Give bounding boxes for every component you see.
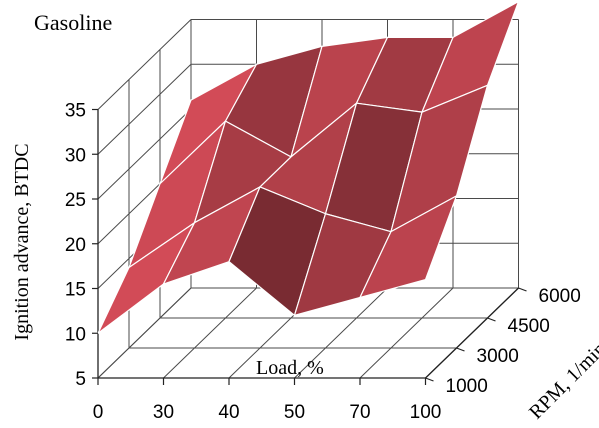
y-axis-title: RPM, 1/min: [525, 338, 599, 424]
z-tick-label: 30: [65, 145, 86, 166]
chart-title: Gasoline: [34, 10, 112, 35]
surface-patch: [359, 195, 458, 299]
surface-layer: [97, 1, 520, 334]
y-tick-mark: [456, 347, 465, 352]
z-tick-label: 15: [65, 280, 86, 301]
floor-gridline: [294, 287, 388, 379]
x-tick-label: 40: [218, 402, 239, 423]
y-tick-mark: [518, 287, 527, 292]
z-tick-label: 35: [65, 101, 86, 122]
floor-gridline: [97, 287, 192, 379]
y-tick-label: 3000: [477, 346, 519, 367]
y-tick-mark: [425, 377, 434, 382]
x-tick-label: 50: [284, 402, 305, 423]
y-tick-label: 6000: [539, 286, 581, 307]
z-tick-label: 5: [75, 369, 86, 390]
z-axis-title: Ignition advance, BTDC: [11, 143, 33, 340]
side-wall-gridline: [97, 108, 192, 200]
side-wall-gridline: [97, 63, 192, 155]
x-tick-label: 30: [153, 402, 174, 423]
z-tick-label: 10: [65, 324, 86, 345]
side-wall-gridline: [97, 19, 192, 110]
y-tick-label: 4500: [508, 316, 550, 337]
z-tick-label: 25: [65, 190, 86, 211]
y-tick-mark: [487, 317, 496, 322]
x-tick-label: 70: [349, 402, 370, 423]
x-tick-label: 100: [410, 402, 442, 423]
x-axis-title: Load, %: [256, 357, 324, 379]
z-tick-label: 20: [65, 235, 86, 256]
y-tick-label: 1000: [446, 376, 488, 397]
floor-gridline: [359, 287, 454, 379]
floor-gridline: [163, 287, 257, 379]
y-axis-line: [425, 287, 519, 379]
x-tick-label: 0: [93, 402, 104, 423]
